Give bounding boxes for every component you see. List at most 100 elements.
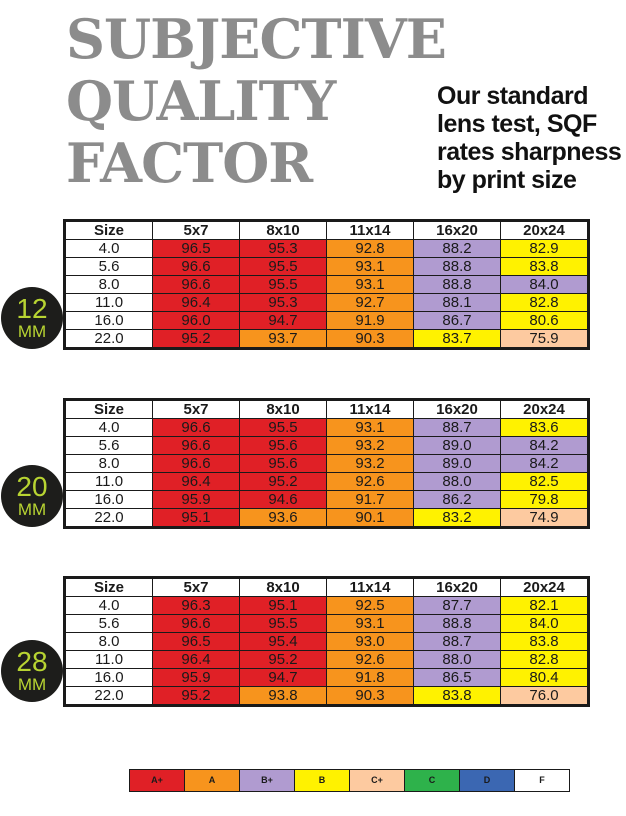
sqf-value-cell: 95.5 bbox=[239, 418, 327, 437]
legend-grade-c-plus: C+ bbox=[350, 770, 405, 791]
sqf-value-cell: 89.0 bbox=[413, 436, 501, 455]
table-row: 22.0 95.2 93.8 90.3 83.8 76.0 bbox=[65, 686, 588, 705]
sqf-value-cell: 84.0 bbox=[500, 614, 588, 633]
page-title: SUBJECTIVE QUALITY FACTOR bbox=[66, 8, 447, 194]
sqf-value-cell: 91.7 bbox=[326, 490, 414, 509]
sqf-value-cell: 92.6 bbox=[326, 650, 414, 669]
sqf-value-cell: 91.8 bbox=[326, 668, 414, 687]
sqf-value-cell: 95.3 bbox=[239, 293, 327, 312]
table-row: 22.0 95.2 93.7 90.3 83.7 75.9 bbox=[65, 329, 588, 348]
table-header-row: Size 5x7 8x10 11x14 16x20 20x24 bbox=[65, 400, 588, 419]
sqf-value-cell: 96.5 bbox=[152, 632, 240, 651]
table-header-row: Size 5x7 8x10 11x14 16x20 20x24 bbox=[65, 221, 588, 240]
focal-length-value: 12 bbox=[16, 293, 48, 324]
column-header-print-size: 11x14 bbox=[326, 400, 414, 419]
aperture-cell: 5.6 bbox=[65, 436, 153, 455]
sqf-value-cell: 96.0 bbox=[152, 311, 240, 330]
sqf-value-cell: 93.2 bbox=[326, 436, 414, 455]
sqf-value-cell: 83.2 bbox=[413, 508, 501, 527]
column-header-print-size: 20x24 bbox=[500, 400, 588, 419]
sqf-value-cell: 92.5 bbox=[326, 596, 414, 615]
sqf-value-cell: 84.2 bbox=[500, 454, 588, 473]
sqf-value-cell: 88.8 bbox=[413, 257, 501, 276]
legend-grade-c: C bbox=[405, 770, 460, 791]
legend-grade-b: B bbox=[295, 770, 350, 791]
sqf-value-cell: 90.3 bbox=[326, 686, 414, 705]
sqf-value-cell: 89.0 bbox=[413, 454, 501, 473]
sqf-value-cell: 83.8 bbox=[413, 686, 501, 705]
sqf-value-cell: 83.8 bbox=[500, 257, 588, 276]
column-header-print-size: 11x14 bbox=[326, 578, 414, 597]
sqf-value-cell: 84.0 bbox=[500, 275, 588, 294]
sqf-value-cell: 96.6 bbox=[152, 614, 240, 633]
focal-length-unit: MM bbox=[17, 322, 47, 341]
sqf-value-cell: 96.6 bbox=[152, 418, 240, 437]
sqf-value-cell: 93.1 bbox=[326, 275, 414, 294]
aperture-cell: 8.0 bbox=[65, 454, 153, 473]
sqf-value-cell: 84.2 bbox=[500, 436, 588, 455]
sqf-value-cell: 95.6 bbox=[239, 436, 327, 455]
column-header-size: Size bbox=[65, 400, 153, 419]
sqf-value-cell: 95.5 bbox=[239, 614, 327, 633]
aperture-cell: 5.6 bbox=[65, 614, 153, 633]
sqf-value-cell: 83.8 bbox=[500, 632, 588, 651]
column-header-print-size: 16x20 bbox=[413, 400, 501, 419]
sqf-value-cell: 93.7 bbox=[239, 329, 327, 348]
legend-grade-d: D bbox=[460, 770, 515, 791]
sqf-value-cell: 95.9 bbox=[152, 668, 240, 687]
table-header-row: Size 5x7 8x10 11x14 16x20 20x24 bbox=[65, 578, 588, 597]
table-row: 4.0 96.5 95.3 92.8 88.2 82.9 bbox=[65, 239, 588, 258]
sqf-value-cell: 95.4 bbox=[239, 632, 327, 651]
column-header-print-size: 5x7 bbox=[152, 221, 240, 240]
table-row: 5.6 96.6 95.5 93.1 88.8 83.8 bbox=[65, 257, 588, 276]
focal-length-unit: MM bbox=[17, 500, 47, 519]
sqf-value-cell: 82.1 bbox=[500, 596, 588, 615]
sqf-value-cell: 75.9 bbox=[500, 329, 588, 348]
focal-length-unit: MM bbox=[17, 675, 47, 694]
subtitle: Our standard lens test, SQF rates sharpn… bbox=[437, 82, 622, 194]
sqf-value-cell: 83.7 bbox=[413, 329, 501, 348]
sqf-value-cell: 80.4 bbox=[500, 668, 588, 687]
sqf-value-cell: 86.2 bbox=[413, 490, 501, 509]
table-row: 22.0 95.1 93.6 90.1 83.2 74.9 bbox=[65, 508, 588, 527]
sqf-value-cell: 88.2 bbox=[413, 239, 501, 258]
sqf-value-cell: 76.0 bbox=[500, 686, 588, 705]
column-header-print-size: 8x10 bbox=[239, 400, 327, 419]
sqf-value-cell: 92.6 bbox=[326, 472, 414, 491]
aperture-cell: 22.0 bbox=[65, 686, 153, 705]
column-header-size: Size bbox=[65, 221, 153, 240]
column-header-print-size: 16x20 bbox=[413, 221, 501, 240]
column-header-print-size: 16x20 bbox=[413, 578, 501, 597]
sqf-value-cell: 92.7 bbox=[326, 293, 414, 312]
sqf-value-cell: 88.8 bbox=[413, 275, 501, 294]
focal-length-value: 20 bbox=[16, 471, 48, 502]
aperture-cell: 4.0 bbox=[65, 239, 153, 258]
sqf-value-cell: 95.9 bbox=[152, 490, 240, 509]
table-row: 8.0 96.5 95.4 93.0 88.7 83.8 bbox=[65, 632, 588, 651]
sqf-value-cell: 95.2 bbox=[152, 329, 240, 348]
table-row: 11.0 96.4 95.2 92.6 88.0 82.5 bbox=[65, 472, 588, 491]
sqf-table-28mm: Size 5x7 8x10 11x14 16x20 20x24 4.0 96.3 95.1 92.… bbox=[63, 576, 590, 707]
aperture-cell: 11.0 bbox=[65, 293, 153, 312]
sqf-value-cell: 95.1 bbox=[239, 596, 327, 615]
sqf-value-cell: 82.8 bbox=[500, 650, 588, 669]
column-header-print-size: 20x24 bbox=[500, 221, 588, 240]
aperture-cell: 11.0 bbox=[65, 650, 153, 669]
focal-length-badge-12mm: 12 MM bbox=[1, 287, 63, 349]
sqf-value-cell: 96.4 bbox=[152, 472, 240, 491]
sqf-value-cell: 95.2 bbox=[239, 650, 327, 669]
table-row: 5.6 96.6 95.6 93.2 89.0 84.2 bbox=[65, 436, 588, 455]
sqf-value-cell: 95.5 bbox=[239, 257, 327, 276]
sqf-value-cell: 95.3 bbox=[239, 239, 327, 258]
table-row: 8.0 96.6 95.6 93.2 89.0 84.2 bbox=[65, 454, 588, 473]
aperture-cell: 4.0 bbox=[65, 596, 153, 615]
legend-grade-f: F bbox=[515, 770, 569, 791]
table-row: 4.0 96.3 95.1 92.5 87.7 82.1 bbox=[65, 596, 588, 615]
table-row: 16.0 95.9 94.7 91.8 86.5 80.4 bbox=[65, 668, 588, 687]
sqf-table-20mm: Size 5x7 8x10 11x14 16x20 20x24 4.0 96.6 95.5 93.… bbox=[63, 398, 590, 529]
column-header-print-size: 8x10 bbox=[239, 578, 327, 597]
aperture-cell: 16.0 bbox=[65, 311, 153, 330]
aperture-cell: 8.0 bbox=[65, 275, 153, 294]
sqf-value-cell: 96.5 bbox=[152, 239, 240, 258]
sqf-value-cell: 93.1 bbox=[326, 257, 414, 276]
